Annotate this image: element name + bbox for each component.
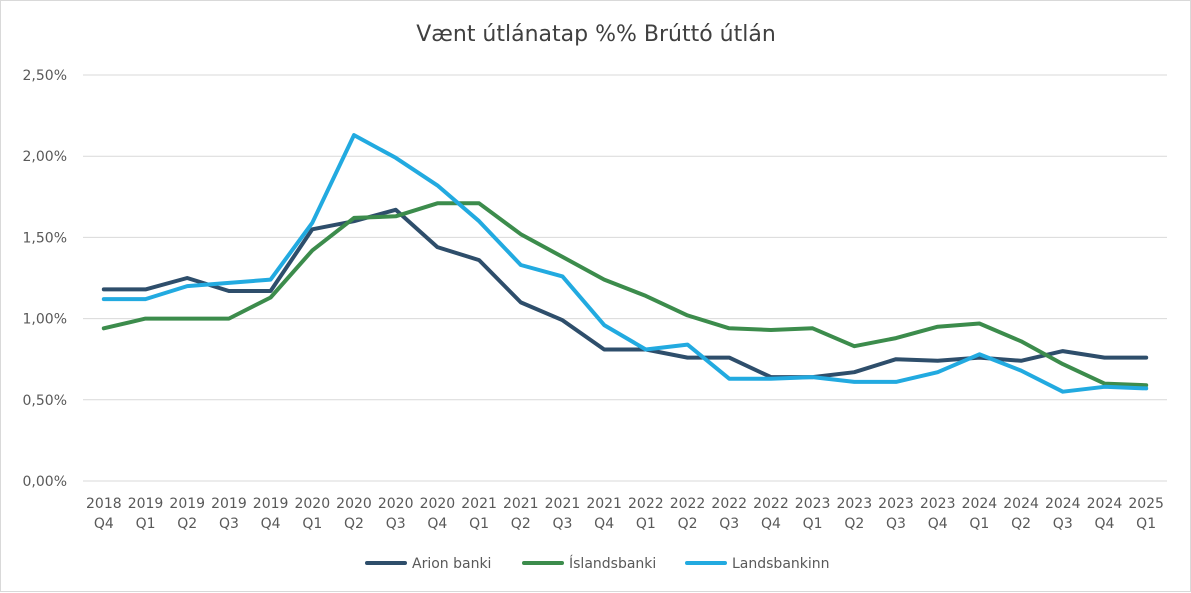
x-tick-year: 2020 [294,496,330,512]
x-tick-year: 2020 [378,496,414,512]
x-tick-year: 2021 [461,496,497,512]
x-tick-year: 2024 [962,496,998,512]
x-tick-year: 2024 [1087,496,1123,512]
y-tick-label: 2,50% [23,68,67,84]
x-tick-quarter: Q2 [177,516,197,532]
x-tick-quarter: Q3 [219,516,239,532]
x-tick-quarter: Q3 [719,516,739,532]
x-tick-quarter: Q2 [844,516,864,532]
x-tick-year: 2019 [128,496,164,512]
x-tick-quarter: Q1 [636,516,656,532]
x-axis-tick-labels: 2018 Q4 2019 Q1 2019 Q2 2019 Q3 2019 Q4 2020 Q1 2020… [86,496,1164,532]
chart-title: Vænt útlánatap %% Brúttó útlán [416,22,776,47]
legend-label: Landsbankinn [732,556,830,572]
x-tick-quarter: Q2 [511,516,531,532]
x-tick-quarter: Q4 [594,516,614,532]
x-tick-quarter: Q1 [302,516,322,532]
x-tick-quarter: Q2 [344,516,364,532]
x-tick-year: 2025 [1128,496,1164,512]
x-tick-year: 2021 [586,496,622,512]
y-tick-label: 1,00% [23,312,67,328]
x-tick-year: 2022 [753,496,789,512]
x-tick-year: 2021 [545,496,581,512]
x-tick-year: 2018 [86,496,122,512]
x-tick-quarter: Q2 [678,516,698,532]
x-tick-quarter: Q3 [886,516,906,532]
y-tick-label: 1,50% [23,230,67,246]
x-tick-quarter: Q3 [386,516,406,532]
x-tick-year: 2022 [711,496,747,512]
x-tick-quarter: Q1 [803,516,823,532]
x-tick-year: 2020 [420,496,456,512]
x-tick-year: 2021 [503,496,539,512]
y-tick-label: 0,50% [23,393,67,409]
x-tick-quarter: Q1 [469,516,489,532]
x-tick-quarter: Q1 [1136,516,1156,532]
x-tick-year: 2019 [253,496,289,512]
legend-label: Íslandsbanki [569,555,656,572]
legend: Arion banki Íslandsbanki Landsbankinn [365,555,830,572]
x-tick-quarter: Q4 [761,516,781,532]
series-lines [101,133,1149,394]
x-tick-quarter: Q4 [427,516,447,532]
x-tick-year: 2022 [628,496,664,512]
x-tick-quarter: Q4 [261,516,281,532]
x-tick-quarter: Q3 [552,516,572,532]
x-tick-year: 2023 [795,496,831,512]
series-line-arion-banki [101,207,1149,380]
legend-label: Arion banki [412,556,491,572]
x-tick-quarter: Q2 [1011,516,1031,532]
gridlines [83,74,1167,482]
x-tick-year: 2019 [169,496,205,512]
x-tick-quarter: Q1 [969,516,989,532]
x-tick-year: 2024 [1045,496,1081,512]
x-tick-quarter: Q4 [1094,516,1114,532]
x-tick-quarter: Q4 [928,516,948,532]
y-tick-label: 2,00% [23,149,67,165]
x-tick-year: 2022 [670,496,706,512]
x-tick-year: 2023 [920,496,956,512]
series-line--slandsbanki [101,201,1149,388]
x-tick-year: 2023 [878,496,914,512]
series-line-landsbankinn [101,133,1149,394]
x-tick-quarter: Q1 [136,516,156,532]
x-tick-year: 2019 [211,496,247,512]
x-tick-year: 2024 [1003,496,1039,512]
x-tick-year: 2020 [336,496,372,512]
y-axis-tick-labels: 0,00% 0,50% 1,00% 1,50% 2,00% 2,50% [23,68,67,490]
y-tick-label: 0,00% [23,474,67,490]
x-tick-year: 2023 [836,496,872,512]
x-tick-quarter: Q3 [1053,516,1073,532]
x-tick-quarter: Q4 [94,516,114,532]
